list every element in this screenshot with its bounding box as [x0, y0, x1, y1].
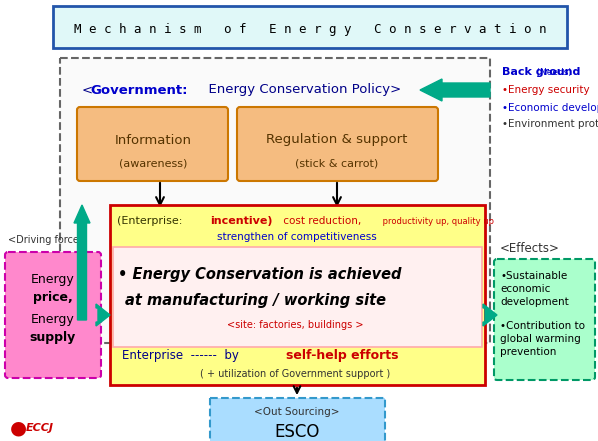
Text: economic: economic: [500, 284, 550, 294]
Text: Energy Conservation Policy>: Energy Conservation Policy>: [200, 83, 401, 97]
FancyBboxPatch shape: [237, 107, 438, 181]
Text: <: <: [82, 83, 93, 97]
FancyBboxPatch shape: [53, 6, 567, 48]
Text: price,: price,: [33, 292, 73, 304]
Text: <Out Sourcing>: <Out Sourcing>: [254, 407, 340, 417]
Text: incentive): incentive): [210, 216, 273, 226]
Text: (Needs) :: (Needs) :: [502, 67, 578, 76]
Text: Back ground: Back ground: [502, 67, 581, 77]
Text: • Energy Conservation is achieved: • Energy Conservation is achieved: [118, 268, 401, 283]
Text: cost reduction,: cost reduction,: [280, 216, 361, 226]
Text: •Environment protection: •Environment protection: [502, 119, 598, 129]
FancyBboxPatch shape: [110, 205, 485, 385]
Text: productivity up, quality up: productivity up, quality up: [380, 217, 494, 225]
Text: <Driving force>: <Driving force>: [8, 235, 87, 245]
FancyBboxPatch shape: [113, 247, 482, 347]
FancyArrow shape: [74, 205, 90, 320]
Text: •Energy security: •Energy security: [502, 85, 590, 95]
Text: strengthen of competitiveness: strengthen of competitiveness: [217, 232, 377, 242]
Text: Energy: Energy: [31, 314, 75, 326]
Text: ECCJ: ECCJ: [26, 423, 54, 433]
Text: •Economic development: •Economic development: [502, 103, 598, 113]
Text: ( + utilization of Government support ): ( + utilization of Government support ): [200, 369, 390, 379]
FancyBboxPatch shape: [210, 398, 385, 441]
FancyArrow shape: [96, 304, 110, 326]
Text: ESCO: ESCO: [274, 423, 320, 441]
Text: Information: Information: [114, 134, 191, 146]
Text: prevention: prevention: [500, 347, 556, 357]
FancyArrow shape: [483, 304, 497, 326]
FancyBboxPatch shape: [60, 58, 490, 343]
Text: (awareness): (awareness): [119, 158, 187, 168]
Text: <Effects>: <Effects>: [500, 242, 560, 254]
Text: Government:: Government:: [90, 83, 188, 97]
FancyBboxPatch shape: [494, 259, 595, 380]
Text: <site: factories, buildings >: <site: factories, buildings >: [227, 320, 363, 330]
Text: Enterprise  ------  by: Enterprise ------ by: [122, 348, 243, 362]
Text: •Sustainable: •Sustainable: [500, 271, 568, 281]
FancyBboxPatch shape: [77, 107, 228, 181]
Text: global warming: global warming: [500, 334, 581, 344]
Text: Energy: Energy: [31, 273, 75, 287]
Text: self-help efforts: self-help efforts: [286, 348, 398, 362]
Text: ●: ●: [10, 419, 26, 437]
FancyArrow shape: [420, 79, 490, 101]
Text: at manufacturing / working site: at manufacturing / working site: [125, 292, 386, 307]
Text: (Enterprise:: (Enterprise:: [117, 216, 186, 226]
Text: Regulation & support: Regulation & support: [266, 134, 408, 146]
Text: M e c h a n i s m   o f   E n e r g y   C o n s e r v a t i o n: M e c h a n i s m o f E n e r g y C o n …: [74, 22, 546, 35]
Text: (stick & carrot): (stick & carrot): [295, 158, 379, 168]
FancyBboxPatch shape: [5, 252, 101, 378]
Text: development: development: [500, 297, 569, 307]
Text: •Contribution to: •Contribution to: [500, 321, 585, 331]
Text: supply: supply: [30, 332, 76, 344]
